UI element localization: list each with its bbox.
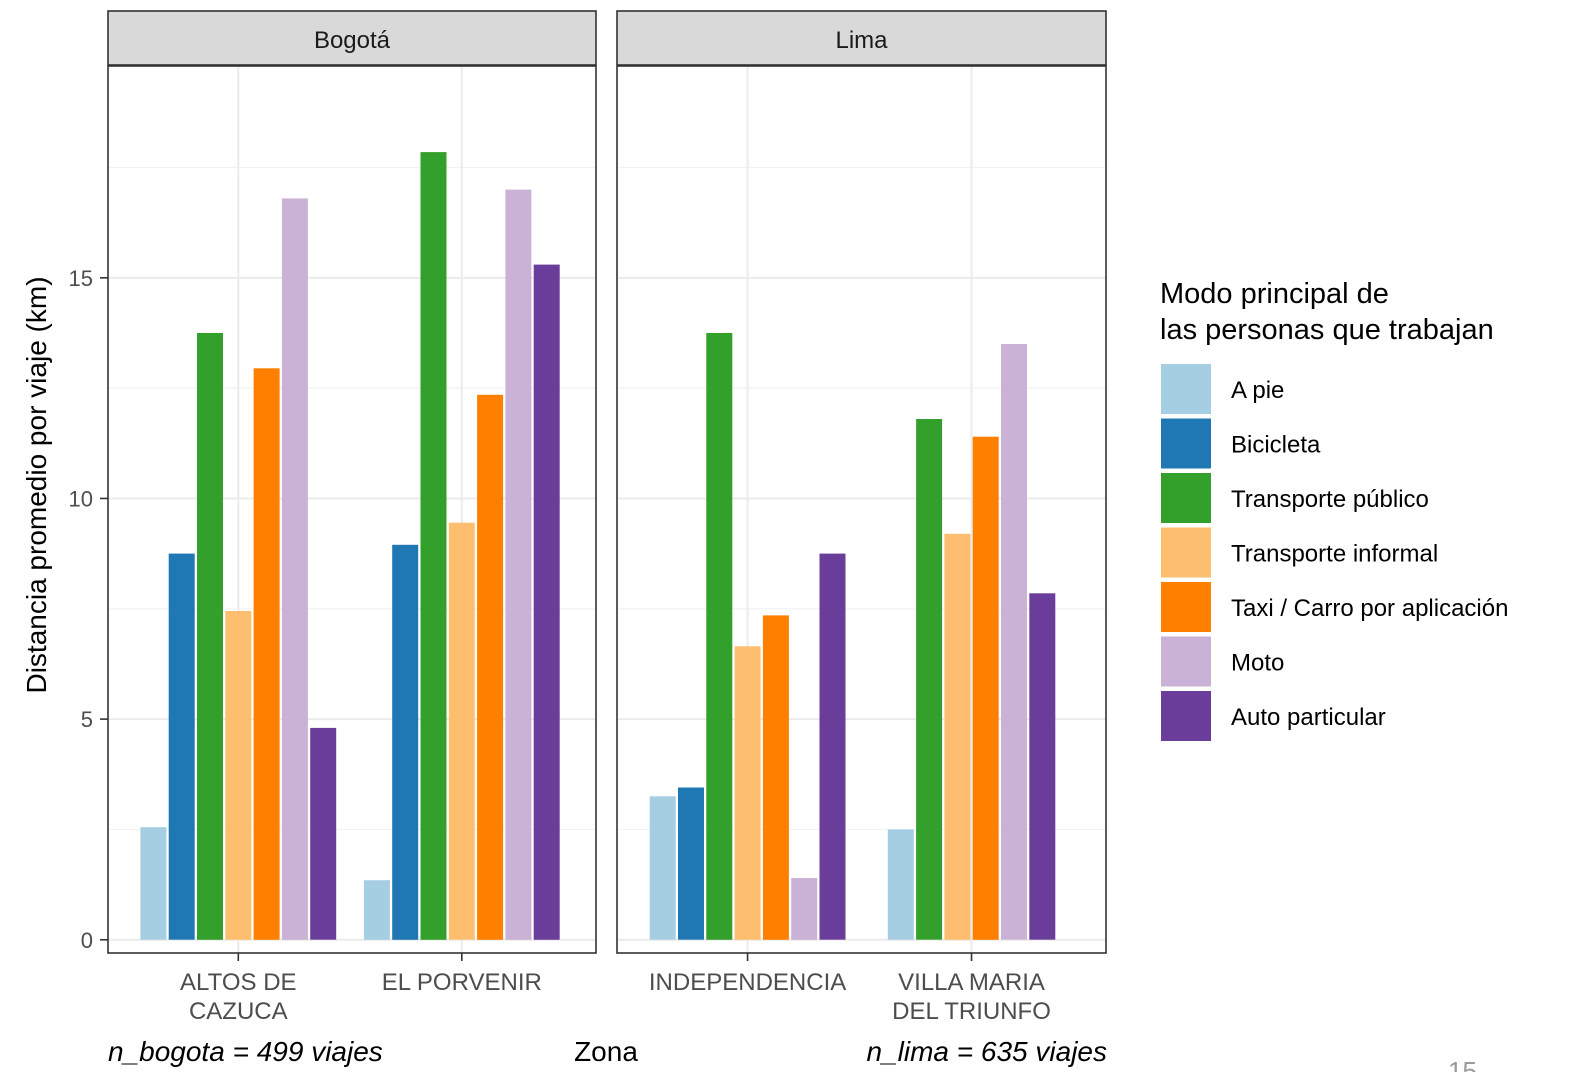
bar-lima-g2-moto bbox=[1001, 344, 1027, 940]
facet-note-lima: n_lima = 635 viajes bbox=[867, 1036, 1107, 1067]
bar-lima-g2-taxi-carro-por-aplicacion bbox=[972, 436, 999, 940]
bar-bogota-g1-auto-particular bbox=[310, 727, 337, 940]
panel-border bbox=[616, 65, 1107, 954]
bar-lima-g1-transporte-informal bbox=[734, 646, 761, 940]
y-tick-label: 5 bbox=[81, 707, 93, 732]
legend-key-auto-particular bbox=[1161, 691, 1211, 741]
bar-lima-g1-taxi-carro-por-aplicacion bbox=[762, 615, 789, 940]
bar-bogota-g2-moto bbox=[505, 189, 532, 940]
x-tick-label: ALTOS DE bbox=[180, 969, 296, 996]
bar-bogota-g2-transporte-informal bbox=[448, 522, 475, 940]
legend-label-transporte-informal: Transporte informal bbox=[1231, 541, 1438, 568]
legend-items: A pie Bicicleta Transporte público Transpor… bbox=[1161, 364, 1508, 741]
page-number: 15 bbox=[1448, 1056, 1477, 1072]
y-tick-label: 0 bbox=[81, 928, 93, 953]
legend-key-a-pie bbox=[1161, 364, 1211, 414]
bar-lima-g2-transporte-publico bbox=[916, 419, 943, 940]
legend-key-taxi-carro-por-aplicacion bbox=[1161, 582, 1211, 632]
legend-label-taxi-carro-por-aplicacion: Taxi / Carro por aplicación bbox=[1231, 595, 1508, 622]
x-axis-title: Zona bbox=[574, 1036, 638, 1067]
bar-lima-g1-auto-particular bbox=[819, 553, 846, 940]
y-tick-label: 15 bbox=[69, 266, 93, 291]
bar-bogota-g1-a-pie bbox=[140, 827, 167, 940]
bar-lima-g1-a-pie bbox=[649, 796, 676, 940]
bar-bogota-g1-taxi-carro-por-aplicacion bbox=[253, 368, 280, 940]
legend-label-auto-particular: Auto particular bbox=[1231, 704, 1386, 731]
facet-panel-bogota: Bogotá bbox=[107, 10, 597, 954]
legend-label-a-pie: A pie bbox=[1231, 377, 1284, 404]
facet-strip-bogota bbox=[107, 10, 597, 66]
bar-lima-g1-bicicleta bbox=[678, 787, 704, 940]
facet-panels: Bogotá Lima bbox=[107, 10, 1107, 954]
bar-bogota-g1-transporte-publico bbox=[197, 333, 223, 940]
y-axis: 0 5 10 15 bbox=[69, 266, 108, 953]
x-tick-label: CAZUCA bbox=[189, 998, 288, 1025]
legend-label-moto: Moto bbox=[1231, 650, 1284, 677]
legend-title-line-1: Modo principal de bbox=[1160, 278, 1389, 310]
bar-lima-g1-moto bbox=[791, 878, 818, 940]
legend-key-transporte-publico bbox=[1161, 473, 1211, 523]
legend-key-transporte-informal bbox=[1161, 527, 1211, 578]
legend-key-bicicleta bbox=[1161, 418, 1211, 469]
bar-bogota-g2-transporte-publico bbox=[420, 152, 447, 940]
bar-lima-g2-transporte-informal bbox=[944, 533, 971, 940]
facet-strip-label-bogota: Bogotá bbox=[314, 27, 391, 54]
legend: Modo principal de las personas que traba… bbox=[1160, 278, 1508, 741]
bar-lima-g1-transporte-publico bbox=[706, 333, 733, 940]
legend-title-line-2: las personas que trabajan bbox=[1160, 314, 1494, 346]
bar-bogota-g2-taxi-carro-por-aplicacion bbox=[477, 394, 504, 940]
y-tick-label: 10 bbox=[69, 486, 93, 511]
x-tick-label: INDEPENDENCIA bbox=[649, 969, 846, 996]
panel-border bbox=[107, 65, 597, 954]
facet-panel-lima: Lima bbox=[616, 10, 1107, 954]
facet-note-bogota: n_bogota = 499 viajes bbox=[108, 1036, 383, 1067]
bar-lima-g2-a-pie bbox=[887, 829, 914, 940]
bar-lima-g2-auto-particular bbox=[1029, 593, 1056, 940]
bar-bogota-g2-auto-particular bbox=[533, 264, 560, 940]
bar-bogota-g1-bicicleta bbox=[168, 553, 195, 940]
legend-label-bicicleta: Bicicleta bbox=[1231, 432, 1321, 459]
x-tick-label: VILLA MARIA bbox=[898, 969, 1045, 996]
y-axis-title: Distancia promedio por viaje (km) bbox=[21, 276, 52, 693]
bar-bogota-g1-moto bbox=[281, 198, 308, 940]
facet-strip-lima bbox=[616, 10, 1107, 66]
facet-strip-label-lima: Lima bbox=[835, 27, 888, 54]
bar-bogota-g1-transporte-informal bbox=[225, 611, 252, 940]
bar-bogota-g2-bicicleta bbox=[392, 544, 419, 940]
legend-key-moto bbox=[1161, 636, 1211, 687]
bar-bogota-g2-a-pie bbox=[363, 880, 390, 940]
legend-label-transporte-publico: Transporte público bbox=[1231, 486, 1429, 513]
x-tick-label: DEL TRIUNFO bbox=[892, 998, 1051, 1025]
x-tick-label: EL PORVENIR bbox=[382, 969, 542, 996]
